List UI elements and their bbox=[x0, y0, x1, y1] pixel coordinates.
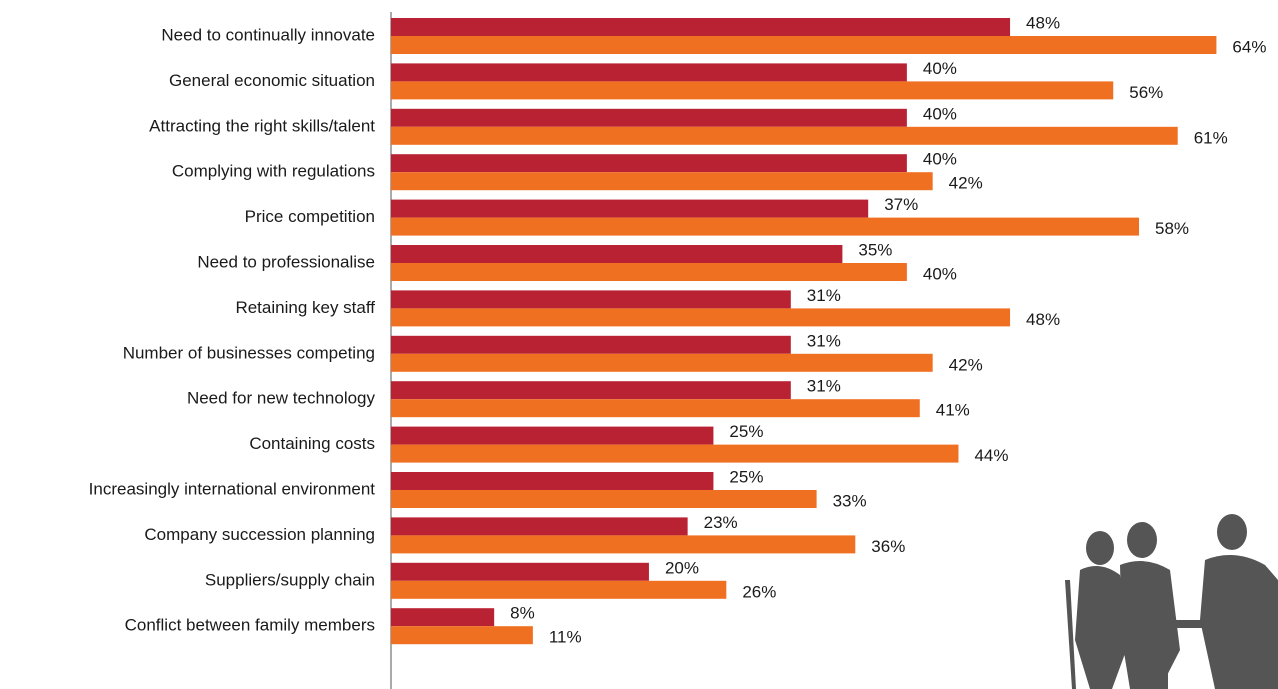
category-label: Attracting the right skills/talent bbox=[149, 116, 375, 135]
value-label: 20% bbox=[665, 558, 699, 577]
value-label: 11% bbox=[549, 628, 582, 647]
value-label: 42% bbox=[949, 174, 983, 193]
bar bbox=[391, 154, 907, 173]
bar bbox=[391, 308, 1011, 327]
bar bbox=[391, 426, 714, 445]
category-label: Conflict between family members bbox=[125, 616, 375, 635]
value-label: 31% bbox=[807, 331, 841, 350]
bar bbox=[391, 126, 1178, 145]
value-label: 40% bbox=[923, 59, 957, 78]
value-label: 25% bbox=[729, 467, 763, 486]
value-label: 44% bbox=[974, 446, 1008, 465]
value-label: 8% bbox=[510, 604, 535, 623]
silhouette bbox=[1065, 514, 1278, 689]
category-label: General economic situation bbox=[169, 71, 375, 90]
value-label: 42% bbox=[949, 355, 983, 374]
value-label: 48% bbox=[1026, 13, 1060, 32]
category-label: Price competition bbox=[245, 207, 375, 226]
value-label: 61% bbox=[1194, 128, 1228, 147]
bar bbox=[391, 381, 791, 400]
bar bbox=[391, 626, 533, 645]
bar bbox=[391, 444, 959, 463]
value-label: 26% bbox=[742, 582, 776, 601]
value-label: 23% bbox=[704, 513, 738, 532]
bar bbox=[391, 335, 791, 354]
bar bbox=[391, 608, 495, 627]
category-label: Need to professionalise bbox=[197, 252, 375, 271]
bar bbox=[391, 81, 1114, 100]
bar bbox=[391, 36, 1217, 54]
category-label: Retaining key staff bbox=[235, 298, 375, 317]
value-label: 40% bbox=[923, 104, 957, 123]
category-label: Suppliers/supply chain bbox=[205, 570, 375, 589]
value-label: 64% bbox=[1232, 37, 1266, 56]
bar bbox=[391, 108, 907, 127]
bar bbox=[391, 63, 907, 82]
bar bbox=[391, 199, 869, 218]
bar bbox=[391, 18, 1011, 36]
value-label: 31% bbox=[807, 286, 841, 305]
value-label: 37% bbox=[884, 195, 918, 214]
value-label: 35% bbox=[858, 240, 892, 259]
value-label: 58% bbox=[1155, 219, 1189, 238]
bar bbox=[391, 535, 856, 554]
bar bbox=[391, 290, 791, 309]
bar bbox=[391, 472, 714, 490]
bar bbox=[391, 245, 843, 263]
value-label: 33% bbox=[833, 491, 867, 510]
value-label: 56% bbox=[1129, 83, 1163, 102]
category-label: Increasingly international environment bbox=[89, 479, 376, 498]
value-label: 40% bbox=[923, 150, 957, 169]
bar bbox=[391, 517, 688, 536]
bar bbox=[391, 562, 649, 581]
category-label: Need for new technology bbox=[187, 389, 376, 408]
value-label: 40% bbox=[923, 264, 957, 283]
category-label: Number of businesses competing bbox=[123, 343, 375, 362]
category-label: Complying with regulations bbox=[172, 162, 375, 181]
value-label: 48% bbox=[1026, 310, 1060, 329]
bar bbox=[391, 399, 920, 418]
value-label: 31% bbox=[807, 377, 841, 396]
category-label: Company succession planning bbox=[144, 525, 375, 544]
bar bbox=[391, 217, 1140, 236]
value-label: 25% bbox=[729, 422, 763, 441]
bar bbox=[391, 263, 907, 281]
bar bbox=[391, 490, 817, 508]
bar bbox=[391, 172, 933, 191]
value-label: 36% bbox=[871, 537, 905, 556]
bar bbox=[391, 353, 933, 372]
category-label: Need to continually innovate bbox=[161, 25, 375, 44]
value-label: 41% bbox=[936, 401, 970, 420]
bar bbox=[391, 580, 727, 599]
category-label: Containing costs bbox=[249, 434, 375, 453]
